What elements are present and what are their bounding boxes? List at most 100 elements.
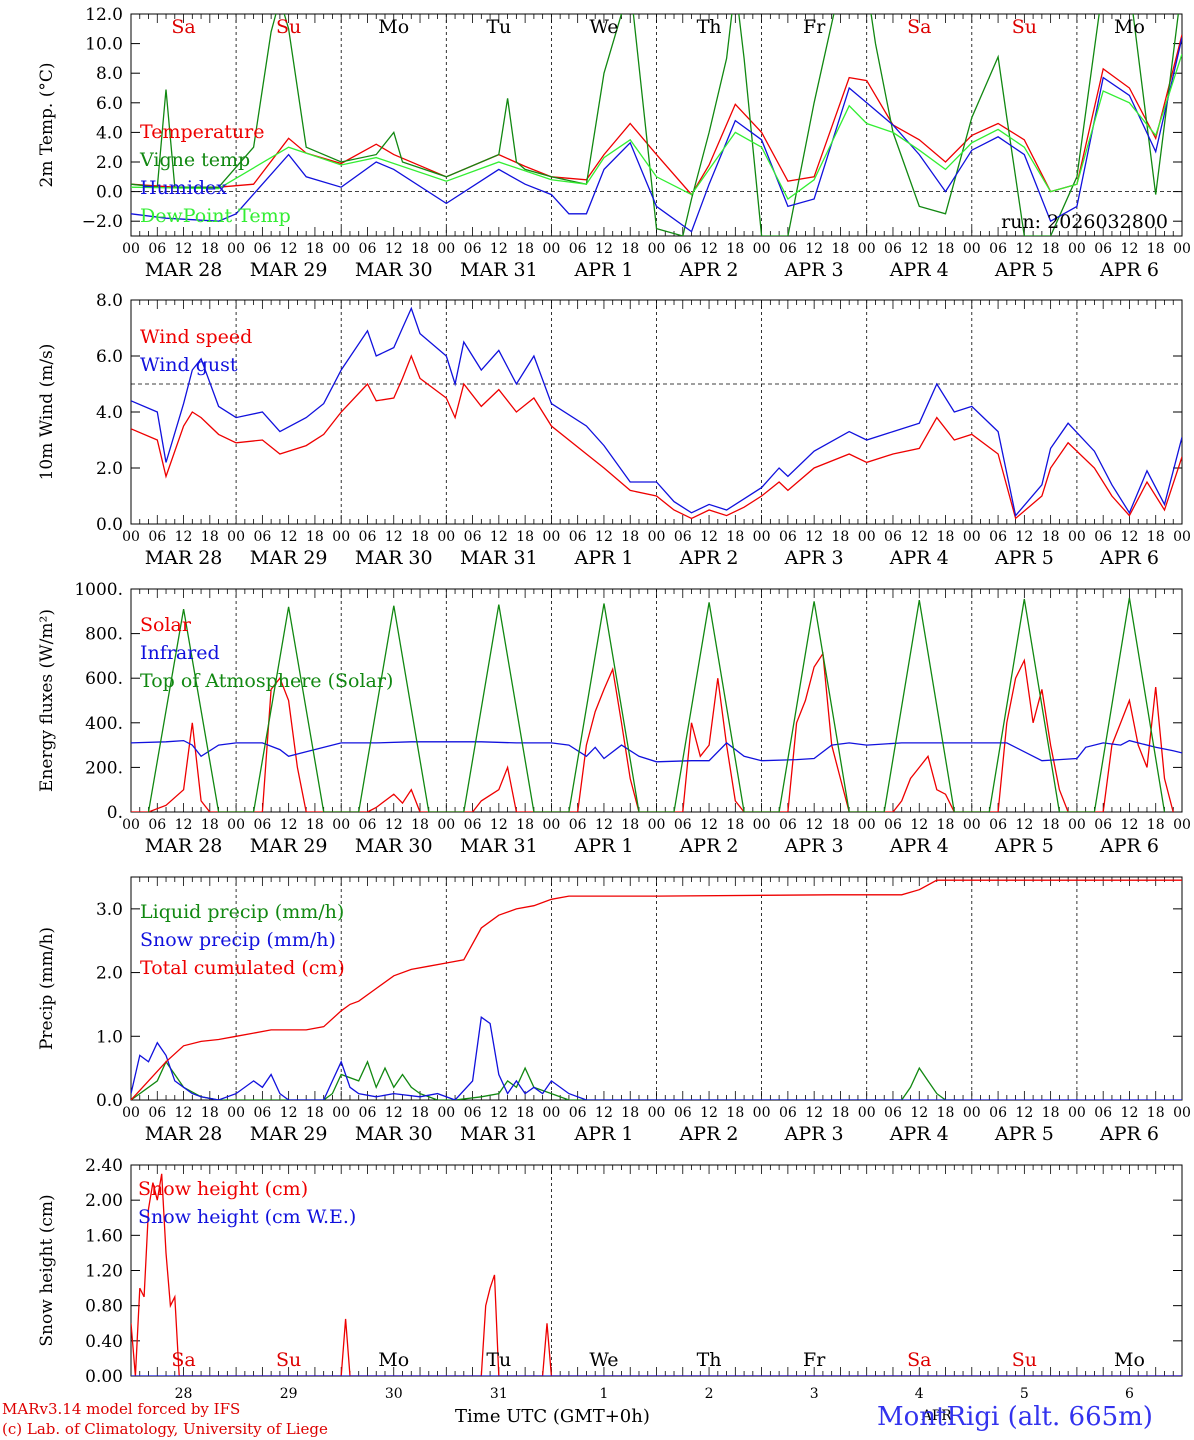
hour-label: 18 — [832, 817, 850, 833]
hour-label: 18 — [1042, 241, 1060, 257]
date-label: MAR 29 — [250, 835, 328, 857]
hour-label: 06 — [884, 1105, 902, 1121]
hour-label: 00 — [753, 241, 771, 257]
hour-label: 12 — [700, 817, 718, 833]
hour-label: 00 — [122, 241, 140, 257]
date-label: APR 2 — [679, 835, 739, 857]
hour-label: 00 — [1173, 1105, 1191, 1121]
y-tick-label: 8.0 — [96, 64, 123, 84]
hour-label: 12 — [1015, 817, 1033, 833]
hour-label: 12 — [595, 817, 613, 833]
hour-label: 06 — [569, 241, 587, 257]
date-label: APR 6 — [1099, 547, 1159, 569]
date-label: MAR 31 — [460, 835, 538, 857]
hour-label: 00 — [437, 817, 455, 833]
hour-label: 06 — [674, 241, 692, 257]
hour-label: 06 — [359, 817, 377, 833]
date-label: MAR 28 — [145, 259, 223, 281]
y-tick-label: 6.0 — [96, 94, 123, 114]
hour-label: 06 — [989, 817, 1007, 833]
weekday-label: Sa — [171, 16, 195, 38]
hour-label: 12 — [595, 1105, 613, 1121]
hour-label: 12 — [385, 817, 403, 833]
hour-label: 00 — [648, 817, 666, 833]
hour-label: 18 — [621, 241, 639, 257]
date-label: APR 1 — [573, 1123, 633, 1145]
legend-entry: Wind gust — [140, 354, 238, 376]
hour-label: 12 — [490, 1105, 508, 1121]
weekday-label: Mo — [1114, 1349, 1145, 1371]
date-label: MAR 31 — [460, 1123, 538, 1145]
weekday-label: Sa — [171, 1349, 195, 1371]
date-label: APR 2 — [679, 547, 739, 569]
hour-label: 00 — [1068, 529, 1086, 545]
hour-label: 00 — [858, 241, 876, 257]
y-axis-label: 10m Wind (m/s) — [37, 344, 57, 481]
hour-label: 00 — [963, 1105, 981, 1121]
hour-label: 00 — [437, 1105, 455, 1121]
series-line-snow-height-cm- — [131, 1173, 1182, 1376]
hour-label: 12 — [175, 1105, 193, 1121]
y-tick-label: 2.0 — [96, 459, 123, 479]
hour-label: 12 — [805, 817, 823, 833]
hour-label: 00 — [227, 241, 245, 257]
hour-label: 00 — [227, 529, 245, 545]
hour-label: 06 — [989, 529, 1007, 545]
hour-label: 18 — [411, 817, 429, 833]
hour-label: 18 — [1147, 241, 1165, 257]
series-line-wind-gust — [131, 306, 1182, 518]
x-axis-title: Time UTC (GMT+0h) — [455, 1406, 650, 1427]
hour-label: 00 — [332, 817, 350, 833]
date-label: APR 6 — [1099, 835, 1159, 857]
hour-label: 12 — [490, 241, 508, 257]
hour-label: 00 — [122, 529, 140, 545]
legend-entry: DewPoint Temp — [140, 205, 291, 227]
hour-label: 06 — [884, 241, 902, 257]
hour-label: 06 — [148, 241, 166, 257]
hour-label: 18 — [411, 529, 429, 545]
y-tick-label: 400. — [85, 714, 123, 734]
hour-label: 00 — [437, 529, 455, 545]
hour-label: 12 — [910, 529, 928, 545]
hour-label: 12 — [490, 529, 508, 545]
y-tick-label: 600. — [85, 669, 123, 689]
lab-credit: (c) Lab. of Climatology, University of L… — [2, 1420, 328, 1438]
hour-label: 18 — [306, 241, 324, 257]
hour-label: 06 — [1094, 817, 1112, 833]
hour-label: 18 — [201, 817, 219, 833]
date-label: APR 1 — [573, 547, 633, 569]
hour-label: 12 — [910, 817, 928, 833]
date-label: MAR 30 — [355, 547, 433, 569]
hour-label: 00 — [227, 817, 245, 833]
hour-label: 18 — [832, 241, 850, 257]
series-line-top-of-atmosphere-solar- — [147, 597, 1166, 812]
y-tick-label: 1000. — [74, 580, 123, 600]
y-tick-label: 4.0 — [96, 403, 123, 423]
hour-label: 00 — [858, 529, 876, 545]
legend-entry: Humidex — [140, 177, 227, 199]
hour-label: 06 — [989, 241, 1007, 257]
date-label: MAR 29 — [250, 1123, 328, 1145]
hour-label: 18 — [306, 817, 324, 833]
hour-label: 12 — [1121, 817, 1139, 833]
run-label: run: 2026032800 — [1001, 211, 1168, 233]
hour-label: 12 — [385, 1105, 403, 1121]
hour-label: 12 — [385, 529, 403, 545]
day-number: 3 — [810, 1386, 819, 1402]
day-number: 5 — [1020, 1386, 1029, 1402]
y-axis-label: Energy fluxes (W/m²) — [37, 609, 57, 792]
weekday-label: Mo — [1114, 16, 1145, 38]
weekday-label: We — [589, 16, 618, 38]
hour-label: 00 — [963, 529, 981, 545]
y-tick-label: 4.0 — [96, 123, 123, 143]
weekday-label: Th — [697, 1349, 722, 1371]
hour-label: 18 — [516, 241, 534, 257]
y-tick-label: 8.0 — [96, 291, 123, 311]
date-label: APR 4 — [889, 259, 949, 281]
y-tick-label: 0.40 — [85, 1332, 123, 1352]
hour-label: 00 — [963, 241, 981, 257]
y-tick-label: 0.0 — [96, 515, 123, 535]
hour-label: 18 — [411, 241, 429, 257]
hour-label: 18 — [621, 1105, 639, 1121]
hour-label: 18 — [516, 1105, 534, 1121]
